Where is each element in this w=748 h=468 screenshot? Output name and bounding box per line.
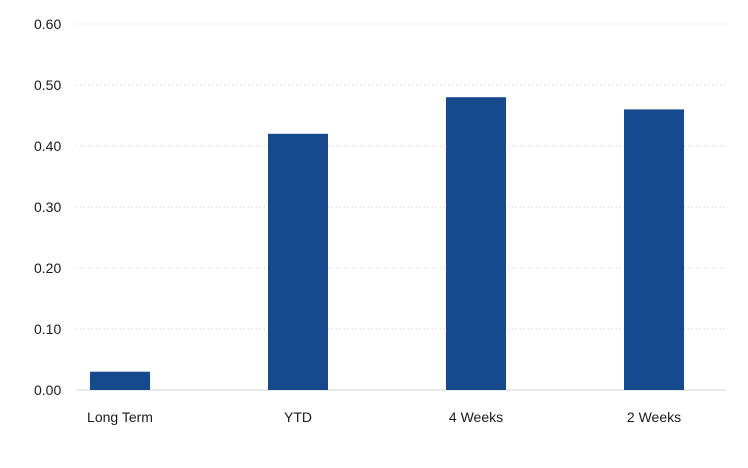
x-axis-labels: Long Term YTD 4 Weeks 2 Weeks xyxy=(87,409,681,425)
bars xyxy=(90,97,684,391)
bar-4-weeks xyxy=(446,97,506,390)
y-tick-label: 0.30 xyxy=(34,199,61,215)
x-category-label: Long Term xyxy=(87,409,153,425)
y-tick-label: 0.10 xyxy=(34,321,61,337)
x-category-label: 4 Weeks xyxy=(449,409,503,425)
x-category-label: 2 Weeks xyxy=(627,409,681,425)
y-axis-ticks: 0.00 0.10 0.20 0.30 0.40 0.50 0.60 xyxy=(34,16,61,398)
y-tick-label: 0.40 xyxy=(34,138,61,154)
y-tick-label: 0.20 xyxy=(34,260,61,276)
x-category-label: YTD xyxy=(284,409,312,425)
y-tick-label: 0.00 xyxy=(34,382,61,398)
y-tick-label: 0.60 xyxy=(34,16,61,32)
bar-2-weeks xyxy=(624,109,684,391)
grid-layer xyxy=(76,23,726,391)
bar-ytd xyxy=(268,133,328,391)
y-tick-label: 0.50 xyxy=(34,77,61,93)
bar-long-term xyxy=(90,371,150,390)
